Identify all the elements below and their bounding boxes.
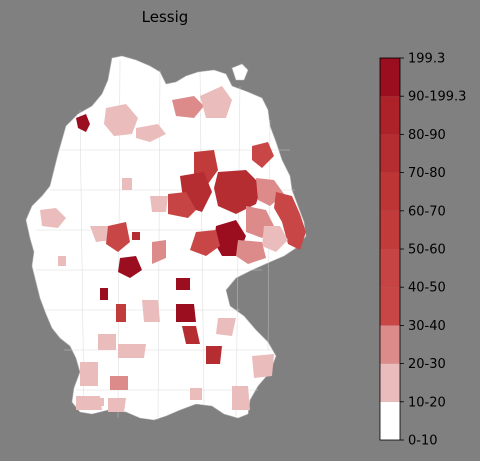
district xyxy=(136,124,166,142)
colorbar-tick-label: 10-20 xyxy=(408,395,446,410)
colorbar-tick-label: 40-50 xyxy=(408,281,446,296)
colorbar-segment xyxy=(380,401,400,440)
district xyxy=(58,256,66,266)
district xyxy=(216,318,236,336)
colorbar-segment xyxy=(380,325,400,364)
district xyxy=(106,222,130,252)
district xyxy=(172,96,204,118)
district xyxy=(116,304,126,322)
district xyxy=(122,178,132,190)
district xyxy=(190,388,202,400)
ruegen-island xyxy=(231,63,249,81)
district xyxy=(176,304,196,322)
district xyxy=(108,398,126,412)
colorbar-segment xyxy=(380,58,400,97)
district-regions xyxy=(40,86,306,412)
district xyxy=(152,240,166,264)
district xyxy=(262,226,288,252)
district xyxy=(76,114,90,132)
colorbar-tick-label: 80-90 xyxy=(408,128,446,143)
colorbar-tick-label: 20-30 xyxy=(408,357,446,372)
district xyxy=(100,288,108,300)
colorbar-tick-label: 70-80 xyxy=(408,166,446,181)
district xyxy=(176,278,190,290)
map-title: Lessig xyxy=(141,8,189,26)
district xyxy=(252,354,274,378)
colorbar-segment xyxy=(380,287,400,326)
district xyxy=(142,300,160,322)
colorbar-tick-label: 50-60 xyxy=(408,243,446,258)
district xyxy=(40,208,66,228)
colorbar-tick-label: 90-199.3 xyxy=(408,90,466,105)
district xyxy=(98,334,116,350)
district xyxy=(168,192,196,218)
district xyxy=(200,86,232,118)
district xyxy=(232,386,250,410)
colorbar-segment xyxy=(380,172,400,211)
district xyxy=(190,230,220,256)
colorbar-tick-label: 0-10 xyxy=(408,434,438,449)
district xyxy=(150,196,168,212)
district xyxy=(80,362,98,386)
district xyxy=(94,398,104,406)
district xyxy=(118,344,146,358)
colorbar-segment xyxy=(380,134,400,173)
germany-outline xyxy=(25,55,307,421)
district xyxy=(118,256,142,278)
district xyxy=(214,170,262,214)
district xyxy=(236,240,266,264)
district xyxy=(104,104,138,136)
colorbar-tick-label: 60-70 xyxy=(408,204,446,219)
district xyxy=(206,346,222,364)
colorbar-tick-label: 199.3 xyxy=(408,52,445,67)
colorbar-segment xyxy=(380,363,400,402)
colorbar-tick-label: 30-40 xyxy=(408,319,446,334)
district xyxy=(90,226,112,242)
district xyxy=(274,192,306,250)
colorbar-segment xyxy=(380,249,400,288)
colorbar-segment xyxy=(380,96,400,135)
district xyxy=(182,326,200,344)
district xyxy=(110,376,128,390)
district xyxy=(132,232,140,240)
district xyxy=(252,142,274,168)
colorbar-segment xyxy=(380,210,400,249)
